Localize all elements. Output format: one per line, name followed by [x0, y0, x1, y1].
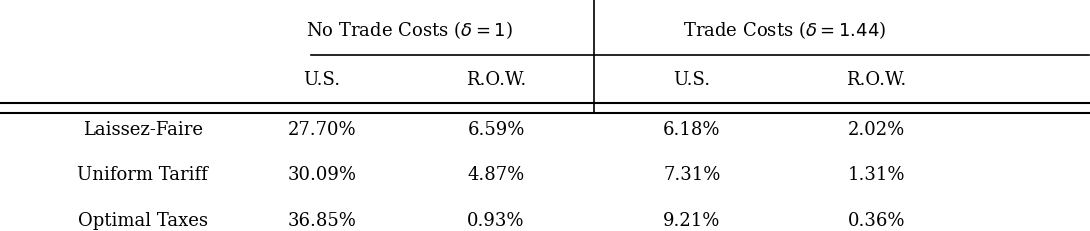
Text: R.O.W.: R.O.W.: [465, 71, 526, 89]
Text: Trade Costs ($\delta = 1.44$): Trade Costs ($\delta = 1.44$): [682, 19, 886, 41]
Text: U.S.: U.S.: [674, 71, 711, 89]
Text: Laissez-Faire: Laissez-Faire: [83, 121, 203, 139]
Text: 6.18%: 6.18%: [663, 121, 720, 139]
Text: No Trade Costs ($\delta = 1$): No Trade Costs ($\delta = 1$): [305, 19, 512, 41]
Text: 0.93%: 0.93%: [468, 212, 524, 230]
Text: Uniform Tariff: Uniform Tariff: [77, 166, 208, 184]
Text: 2.02%: 2.02%: [848, 121, 905, 139]
Text: 30.09%: 30.09%: [288, 166, 356, 184]
Text: U.S.: U.S.: [303, 71, 341, 89]
Text: 4.87%: 4.87%: [468, 166, 524, 184]
Text: 9.21%: 9.21%: [663, 212, 720, 230]
Text: R.O.W.: R.O.W.: [847, 71, 907, 89]
Text: 0.36%: 0.36%: [848, 212, 906, 230]
Text: 7.31%: 7.31%: [663, 166, 720, 184]
Text: 6.59%: 6.59%: [468, 121, 524, 139]
Text: 36.85%: 36.85%: [288, 212, 356, 230]
Text: Optimal Taxes: Optimal Taxes: [77, 212, 208, 230]
Text: 27.70%: 27.70%: [288, 121, 356, 139]
Text: 1.31%: 1.31%: [848, 166, 906, 184]
